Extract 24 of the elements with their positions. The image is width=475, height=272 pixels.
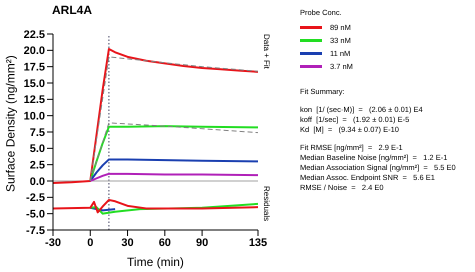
x-tick-label: -30 (45, 236, 61, 249)
text: Data + Fit (262, 34, 271, 71)
text: Residuals (262, 186, 271, 224)
y-tick-label: -7.5 (26, 224, 45, 237)
y-tick-label: 5.0 (30, 143, 45, 156)
y-tick-label: 12.5 (24, 94, 45, 106)
x-tick-label: 0 (87, 236, 94, 249)
y-axis-title: Surface Density (ng/mm²) (3, 55, 18, 192)
chart-title: ARL4A (52, 3, 92, 17)
y-tick-label: 20.0 (24, 45, 45, 58)
x-tick-label: 90 (196, 236, 208, 249)
y-tick-label: 22.5 (24, 28, 45, 41)
y-tick-label: 0.0 (30, 176, 45, 188)
x-tick-label: 60 (158, 236, 171, 249)
y-tick-label: 2.5 (30, 160, 45, 172)
y-tick-label: -2.5 (26, 192, 45, 204)
y-tick-label: -5.0 (26, 208, 45, 221)
y-tick-label: 10.0 (24, 110, 45, 123)
y-tick-label: 7.5 (30, 126, 45, 139)
x-axis-title: Time (min) (127, 255, 184, 269)
y-tick-label: 17.5 (24, 62, 45, 74)
x-tick-label: 30 (121, 236, 134, 249)
y-tick-label: 15.0 (24, 78, 45, 90)
x-tick-label: 135 (248, 236, 268, 249)
